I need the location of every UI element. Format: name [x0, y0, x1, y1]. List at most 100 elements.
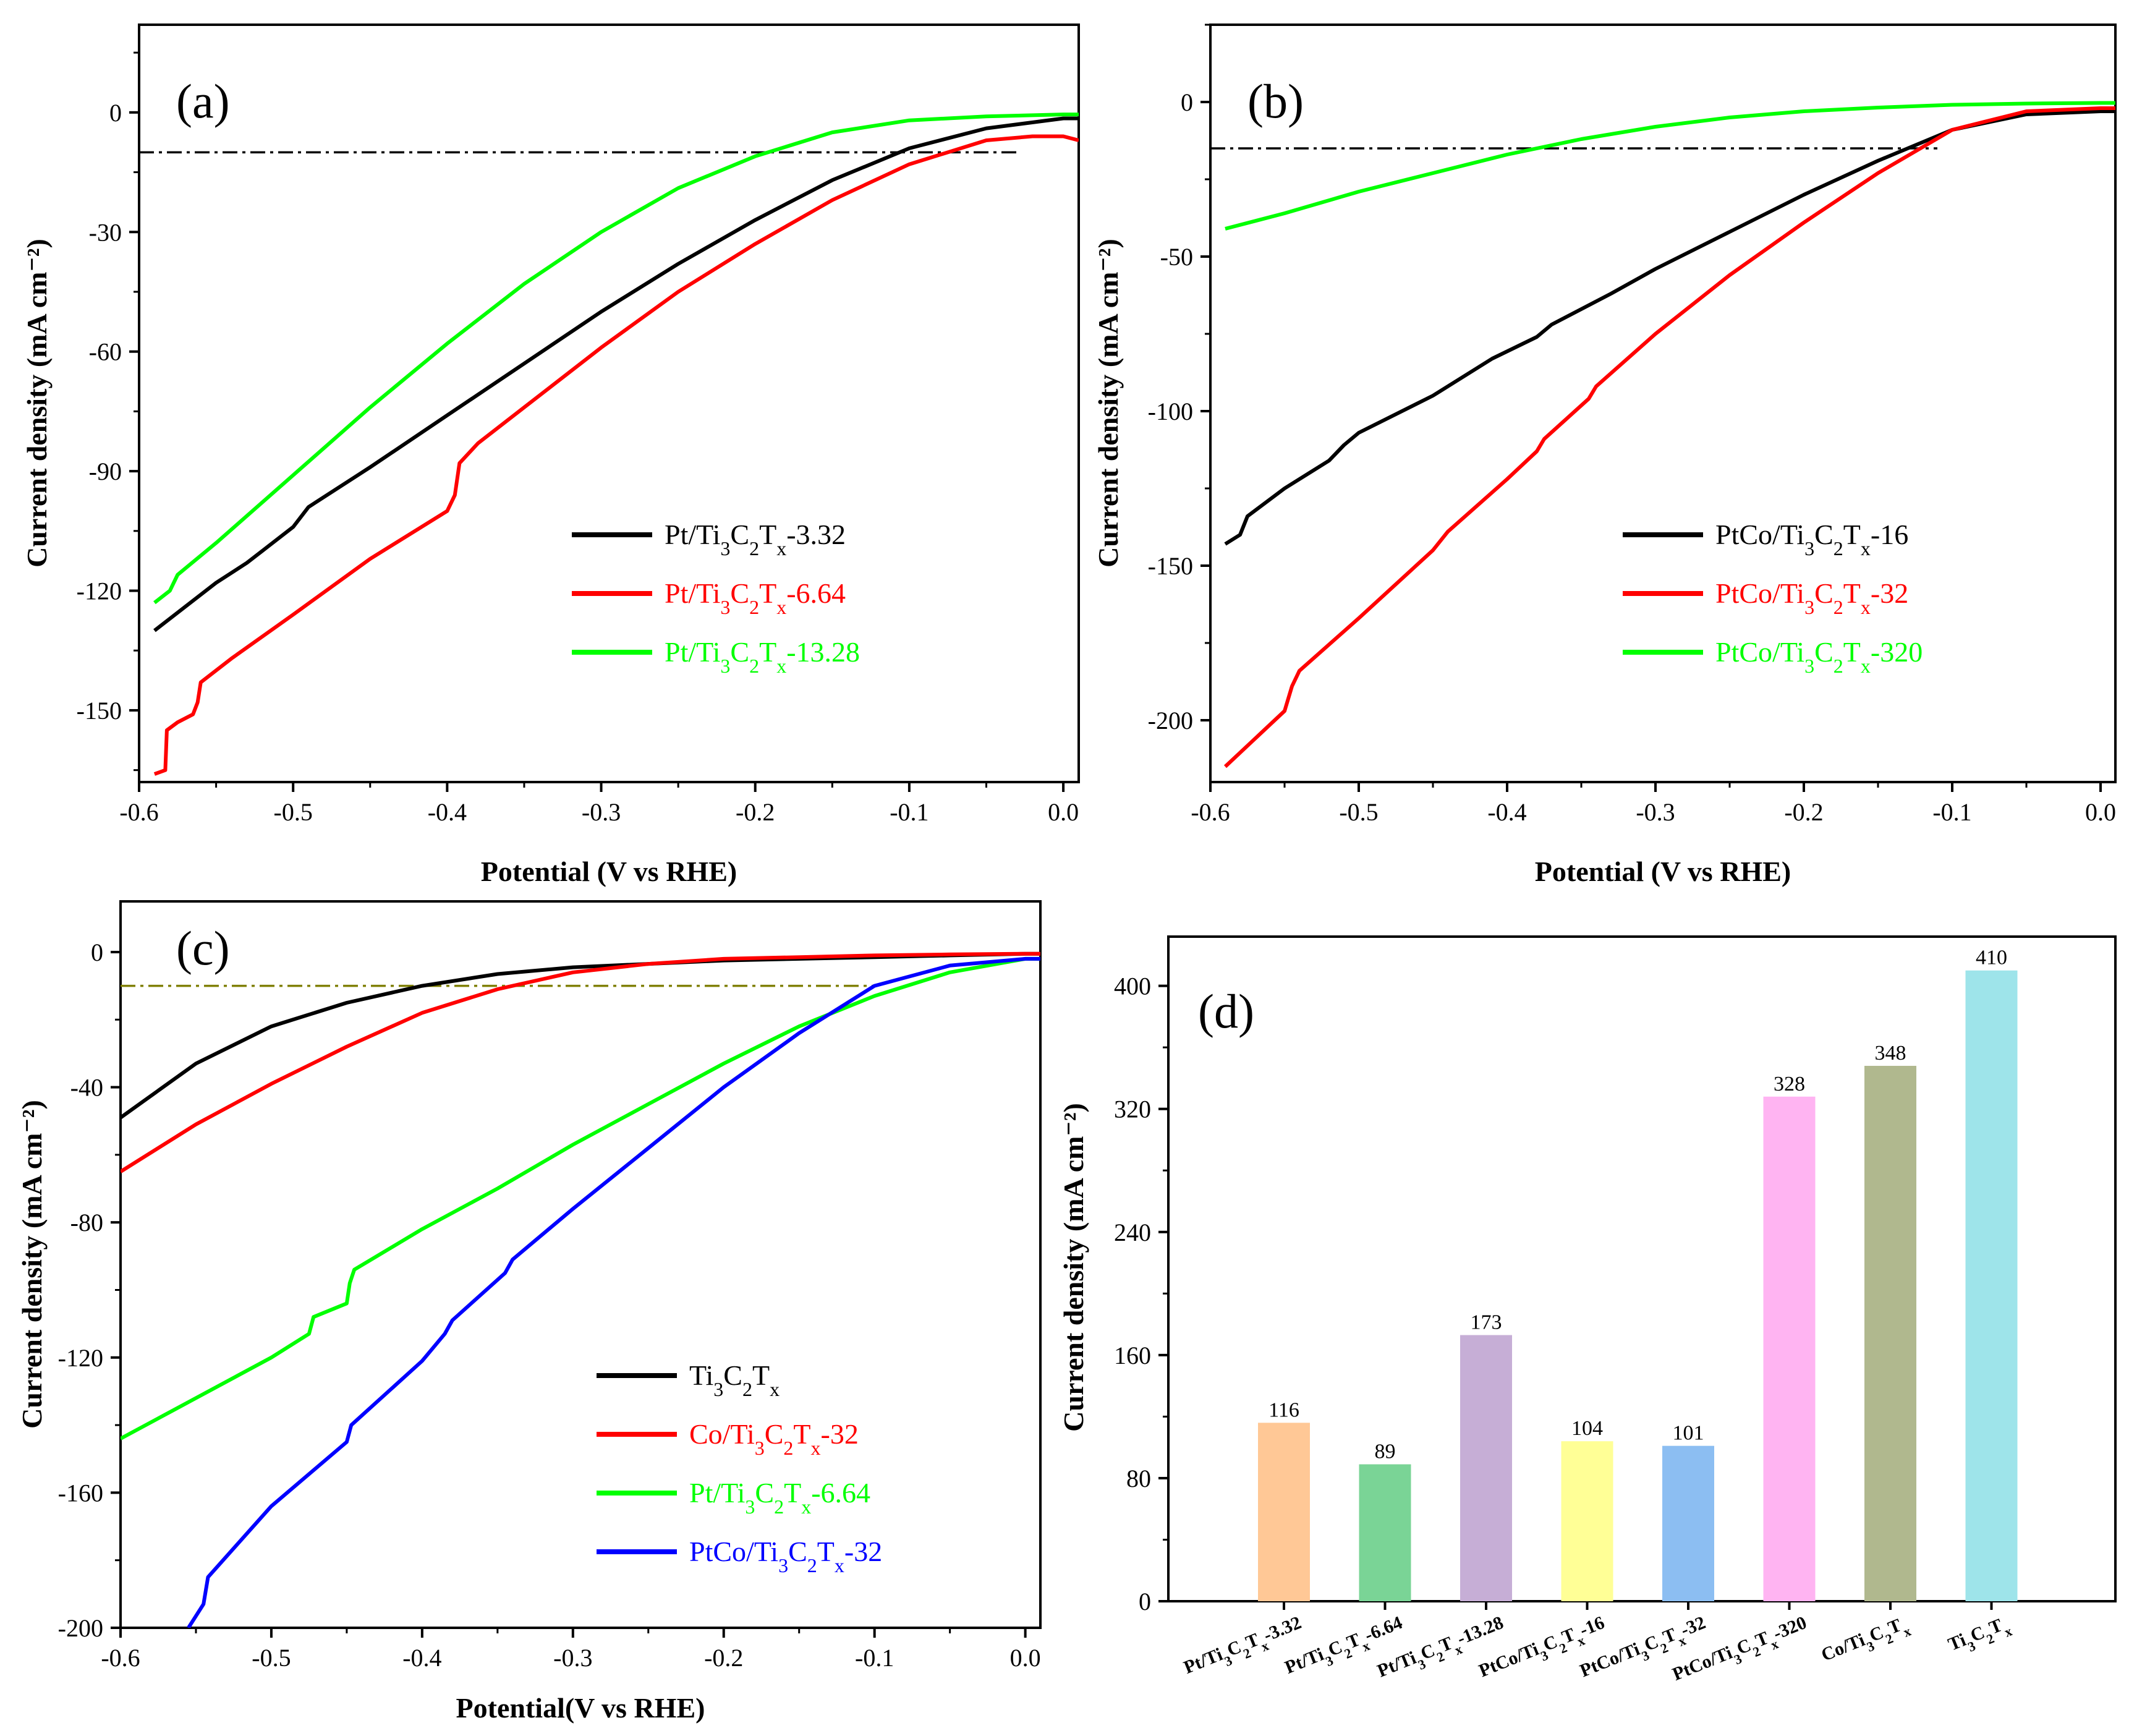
legend-label-sub: 2	[749, 596, 759, 618]
legend-label-rest: -16	[1871, 519, 1908, 550]
x-tick-label: -0.1	[890, 798, 929, 826]
legend-label-sub: 2	[1834, 655, 1843, 677]
x-tick-label: -0.5	[252, 1644, 291, 1672]
legend-label-3: Pt/Ti3C2Tx-13.28	[665, 636, 860, 677]
legend-label-rest: T	[784, 1477, 801, 1508]
legend-label-rest: -32	[821, 1418, 859, 1450]
bar-value-label: 410	[1976, 947, 2007, 969]
legend-label-3: Pt/Ti3C2Tx-6.64	[689, 1477, 870, 1518]
legend-label-2: Co/Ti3C2Tx-32	[689, 1418, 859, 1459]
category-label-sub-2: x	[1901, 1623, 1913, 1640]
legend-label-rest: -32	[844, 1536, 882, 1567]
x-tick-label: 0.0	[1010, 1644, 1041, 1672]
legend-label-1: Ti3C2Tx	[689, 1359, 780, 1400]
legend-label-sub: 2	[1834, 596, 1843, 618]
bar-8	[1965, 970, 2018, 1601]
x-axis-title: Potential (V vs RHE)	[481, 856, 737, 887]
series-line-4	[187, 956, 1040, 1628]
legend-label-rest: -13.28	[786, 636, 860, 668]
category-label-rest-2: -13.28	[1454, 1612, 1506, 1649]
category-label: Co/Ti3C2Tx	[1819, 1612, 1913, 1672]
x-axis-title: Potential (V vs RHE)	[1535, 856, 1791, 887]
legend-label-sub: 3	[720, 655, 730, 677]
y-tick-label: -90	[89, 457, 122, 485]
series-line-3	[1225, 101, 2115, 231]
category-label-sub-2: x	[2002, 1623, 2014, 1640]
y-tick-label: 0	[1139, 1588, 1151, 1615]
category-label-rest-2: -3.32	[1260, 1612, 1304, 1646]
legend-label-rest: T	[817, 1536, 835, 1567]
x-tick-label: -0.5	[274, 798, 313, 826]
x-tick-label: -0.3	[553, 1644, 592, 1672]
y-tick-label: 0	[91, 938, 103, 966]
legend-label-rest: C	[1814, 577, 1834, 609]
legend-label-rest: C	[755, 1477, 774, 1508]
panel-label: (a)	[176, 74, 230, 128]
legend-label-rest: -32	[1871, 577, 1908, 609]
y-axis-title: Current density (mA cm⁻²)	[1058, 1103, 1089, 1432]
legend-label-rest: C	[730, 519, 749, 550]
y-tick-label: -50	[1160, 243, 1193, 271]
x-tick-label: -0.1	[855, 1644, 894, 1672]
legend-label-rest: C	[730, 636, 749, 668]
legend-label-sub: x	[1861, 596, 1871, 618]
y-tick-label: -120	[77, 577, 122, 605]
panel-a: -0.6 -0.5 -0.4 -0.3 -0.2 -0.1 0.0 0 -30 -60 -90 -12…	[21, 23, 1080, 887]
y-tick-label: -200	[1148, 707, 1193, 734]
series-line-1	[153, 116, 1079, 632]
legend-label-rest: T	[793, 1418, 810, 1450]
legend-label-rest: C	[723, 1359, 742, 1391]
category-label-rest-2: -320	[1770, 1612, 1809, 1644]
legend-label-rest: C	[730, 577, 749, 609]
legend-label-main: PtCo/Ti	[689, 1536, 778, 1567]
y-tick-label: 320	[1114, 1096, 1151, 1123]
legend-label-sub: x	[1861, 537, 1871, 560]
panel-c: -0.6 -0.5 -0.4 -0.3 -0.2 -0.1 0.0 0 -40 -80 -120 -1…	[16, 900, 1042, 1724]
bar-value-label: 328	[1774, 1073, 1805, 1096]
y-tick-label: 0	[109, 99, 122, 127]
x-tick-label: -0.2	[1784, 798, 1823, 826]
x-tick-label: -0.2	[736, 798, 775, 826]
y-tick-label: -60	[89, 338, 122, 366]
x-axis-title: Potential(V vs RHE)	[456, 1692, 705, 1724]
x-tick-label: -0.4	[402, 1644, 441, 1672]
legend-label-sub: 3	[1804, 537, 1814, 560]
legend-label-2: PtCo/Ti3C2Tx-32	[1715, 577, 1908, 618]
plot-frame	[138, 23, 1080, 783]
legend-label-main: Co/Ti	[689, 1418, 755, 1450]
series-line-2	[1223, 106, 2115, 768]
x-tick-label: -0.1	[1932, 798, 1971, 826]
y-tick-label: -100	[1148, 398, 1193, 425]
x-tick-label: 0.0	[2085, 798, 2116, 826]
legend-label-main: PtCo/Ti	[1715, 636, 1804, 668]
legend-label-rest: C	[765, 1418, 784, 1450]
x-tick-label: -0.4	[428, 798, 467, 826]
bar-1	[1258, 1423, 1310, 1601]
x-tick-label: -0.5	[1339, 798, 1378, 826]
legend-label-3: PtCo/Ti3C2Tx-320	[1715, 636, 1923, 677]
legend-label-rest: -3.32	[786, 519, 846, 550]
legend-label-main: Pt/Ti	[665, 636, 720, 668]
x-tick-label: 0.0	[1048, 798, 1079, 826]
legend-label-4: PtCo/Ti3C2Tx-32	[689, 1536, 882, 1576]
panel-label: (c)	[176, 921, 230, 975]
legend-label-rest: T	[759, 577, 776, 609]
legend-label-sub: x	[835, 1554, 844, 1576]
x-tick-label: -0.6	[119, 798, 158, 826]
legend-label-2: Pt/Ti3C2Tx-6.64	[665, 577, 846, 618]
legend-label-sub: 3	[720, 596, 730, 618]
legend-label-1: Pt/Ti3C2Tx-3.32	[665, 519, 846, 560]
x-tick-label: -0.3	[1636, 798, 1675, 826]
plot-frame	[1167, 935, 2117, 1602]
category-label-main: Pt/Ti	[1374, 1648, 1419, 1682]
legend-label-sub: 2	[742, 1378, 752, 1400]
legend-label-main: Pt/Ti	[665, 577, 720, 609]
category-label-main: Co/Ti	[1819, 1630, 1868, 1666]
legend-label-rest: T	[1843, 519, 1861, 550]
y-tick-label: 80	[1126, 1465, 1151, 1492]
x-tick-label: -0.4	[1487, 798, 1526, 826]
legend-label-rest: T	[1843, 636, 1861, 668]
y-axis-title: Current density (mA cm⁻²)	[16, 1100, 48, 1429]
legend-label-sub: 2	[749, 655, 759, 677]
legend-label-rest: T	[752, 1359, 770, 1391]
